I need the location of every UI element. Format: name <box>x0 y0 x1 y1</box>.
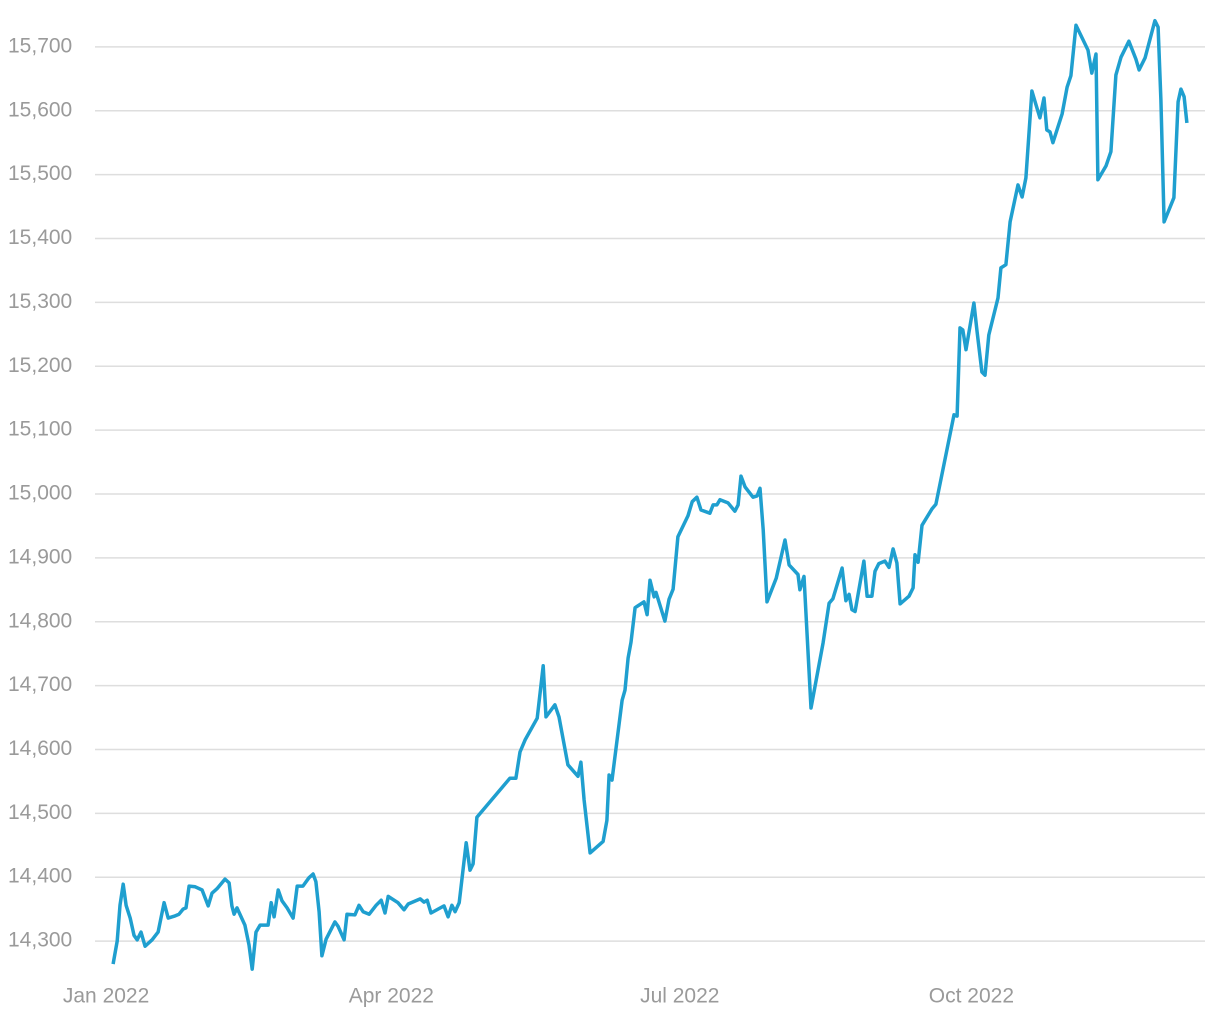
y-tick-label: 14,600 <box>8 737 72 760</box>
y-tick-label: 14,700 <box>8 673 72 696</box>
y-tick-label: 15,000 <box>8 482 72 505</box>
y-tick-label: 14,300 <box>8 929 72 952</box>
y-tick-label: 15,600 <box>8 98 72 121</box>
y-tick-label: 14,800 <box>8 609 72 632</box>
y-tick-label: 15,200 <box>8 354 72 377</box>
y-tick-label: 15,400 <box>8 226 72 249</box>
y-tick-label: 15,500 <box>8 162 72 185</box>
y-tick-label: 14,900 <box>8 545 72 568</box>
y-tick-label: 14,400 <box>8 865 72 888</box>
x-tick-label: Jul 2022 <box>640 985 719 1008</box>
line <box>111 18 1189 971</box>
y-tick-label: 15,700 <box>8 34 72 57</box>
x-tick-label: Jan 2022 <box>63 985 149 1008</box>
y-tick-label: 15,100 <box>8 418 72 441</box>
x-tick-label: Oct 2022 <box>929 985 1014 1008</box>
y-tick-label: 14,500 <box>8 801 72 824</box>
y-tick-label: 15,300 <box>8 290 72 313</box>
x-tick-label: Apr 2022 <box>349 985 434 1008</box>
